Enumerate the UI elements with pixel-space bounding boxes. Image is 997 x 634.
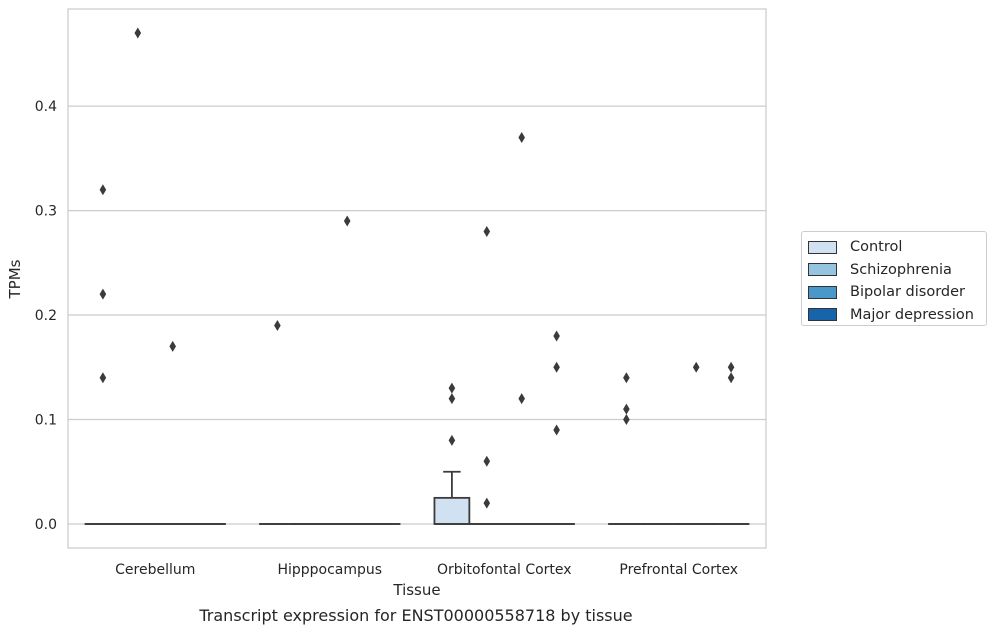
outlier-point (99, 372, 107, 384)
outlier-point (623, 372, 630, 384)
legend-swatch (808, 263, 837, 277)
outlier-point (99, 184, 107, 196)
outlier-point (274, 320, 281, 332)
legend-swatch (808, 240, 837, 254)
outliers (99, 27, 735, 509)
boxes (84, 470, 750, 525)
legend-swatch (808, 308, 837, 322)
x-tick-label: Orbitofontal Cortex (437, 562, 572, 578)
outlier-point (169, 340, 176, 352)
outlier-point (448, 393, 456, 405)
outlier-point (623, 403, 630, 415)
outlier-point (727, 372, 735, 384)
legend-item: Schizophrenia (808, 259, 986, 282)
outlier-point (448, 382, 456, 394)
outlier-point (518, 393, 525, 405)
x-tick-label: Prefrontal Cortex (619, 562, 738, 578)
legend: Control Schizophrenia Bipolar disorder Majo… (801, 231, 987, 326)
legend-item: Major depression (808, 304, 986, 327)
outlier-point (343, 215, 351, 227)
legend-label: Bipolar disorder (850, 284, 965, 301)
outlier-point (553, 424, 560, 436)
y-tick-label: 0.3 (35, 204, 57, 220)
outlier-point (483, 497, 491, 509)
x-axis-label: Tissue (392, 581, 440, 599)
legend-label: Schizophrenia (850, 261, 952, 278)
legend-label: Major depression (850, 306, 974, 323)
chart-title: Transcript expression for ENST0000055871… (199, 606, 633, 625)
outlier-point (623, 414, 630, 426)
box-body (433, 496, 471, 525)
x-tick-labels: Cerebellum Hipppocampus Orbitofontal Corte… (115, 562, 738, 578)
y-tick-label: 0.0 (35, 517, 57, 533)
plot-frame (67, 8, 767, 549)
box-2-0 (433, 470, 471, 525)
legend-item: Bipolar disorder (808, 281, 986, 304)
outlier-point (553, 330, 560, 342)
x-tick-label: Cerebellum (115, 562, 195, 578)
legend-swatch (808, 285, 837, 299)
outlier-point (483, 225, 491, 237)
outlier-point (518, 131, 525, 143)
x-tick-label: Hipppocampus (277, 562, 382, 578)
y-tick-labels: 0.0 0.1 0.2 0.3 0.4 (35, 99, 57, 533)
outlier-point (553, 361, 560, 373)
outlier-point (134, 27, 142, 39)
legend-label: Control (850, 239, 903, 256)
y-tick-label: 0.4 (35, 99, 57, 115)
outlier-point (99, 288, 107, 300)
grid-lines (68, 105, 766, 525)
outlier-point (727, 361, 735, 373)
outlier-point (483, 455, 491, 467)
y-tick-label: 0.2 (35, 308, 57, 324)
y-tick-label: 0.1 (35, 413, 57, 429)
outlier-point (448, 434, 456, 446)
outlier-point (692, 361, 700, 373)
y-axis-label: TPMs (6, 259, 24, 299)
legend-item: Control (808, 236, 986, 259)
